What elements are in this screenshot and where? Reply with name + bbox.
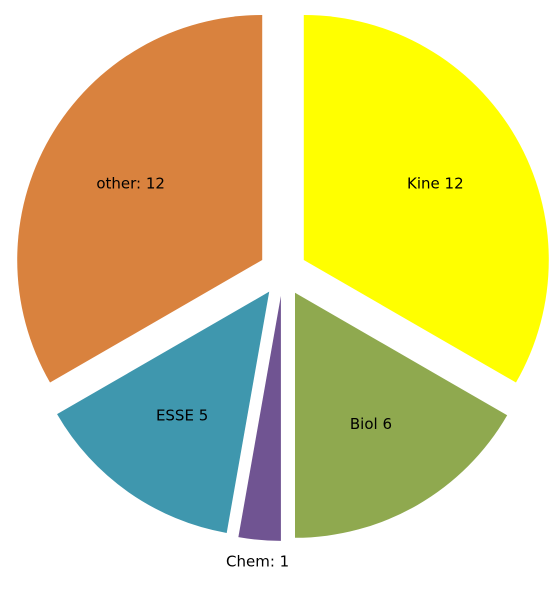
pie-slice bbox=[295, 292, 508, 538]
pie-slice bbox=[57, 291, 270, 533]
data-label: ESSE 5 bbox=[156, 407, 208, 425]
data-label: Biol 6 bbox=[350, 415, 392, 433]
pie-slice bbox=[238, 295, 281, 541]
data-label: Kine 12 bbox=[407, 175, 464, 193]
pie-slice bbox=[17, 15, 263, 383]
data-label: other: 12 bbox=[96, 175, 165, 193]
data-label: Chem: 1 bbox=[226, 552, 289, 570]
pie-slice bbox=[303, 15, 549, 383]
